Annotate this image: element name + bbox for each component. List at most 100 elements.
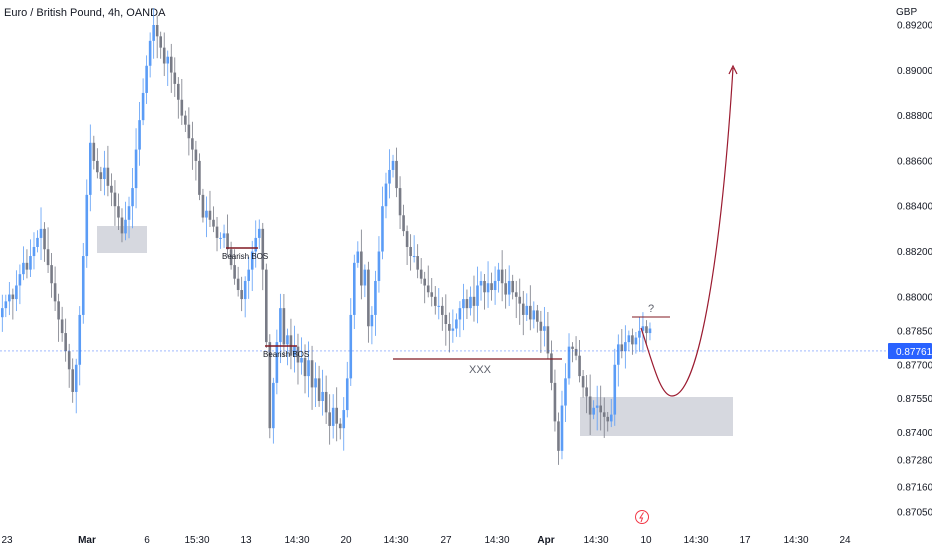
candle-body <box>243 280 247 300</box>
candle <box>345 361 349 418</box>
x-tick-label: 24 <box>839 535 851 546</box>
candle-body <box>300 357 303 363</box>
candle-body <box>254 237 258 252</box>
y-tick-label: 0.89200 <box>897 21 932 32</box>
y-tick-label: 0.88600 <box>897 156 932 167</box>
candle-body <box>148 40 152 66</box>
candle-body <box>539 321 543 331</box>
candle <box>507 265 511 307</box>
candle-body <box>617 344 620 365</box>
candle-body <box>430 292 434 297</box>
candle-body <box>416 256 419 270</box>
candle <box>356 241 360 268</box>
candle <box>92 135 96 170</box>
candle-body <box>103 167 106 180</box>
x-tick-label: 14:30 <box>284 535 309 546</box>
candle <box>634 332 638 354</box>
y-tick-label: 0.87550 <box>897 394 932 405</box>
x-tick-label: 17 <box>739 535 751 546</box>
candle-body <box>205 210 208 218</box>
candle <box>113 180 117 226</box>
candle <box>381 186 384 260</box>
chart-title: Euro / British Pound, 4h, OANDA <box>4 7 166 19</box>
candle-body <box>286 335 289 345</box>
candle-body <box>8 294 11 302</box>
x-tick-label: 6 <box>144 535 150 546</box>
candle <box>243 276 247 318</box>
candle-body <box>331 407 335 426</box>
annotations-layer: Bearish BOS Bearish BOS XXX? <box>0 64 888 524</box>
candle <box>578 339 581 383</box>
candle <box>198 153 201 201</box>
candle-body <box>131 188 134 207</box>
price-axis[interactable]: GBP 0.89200 0.89000 0.88800 0.88600 0.88400 0… <box>888 7 932 519</box>
candle-body <box>546 326 550 354</box>
candle-body <box>620 344 624 352</box>
candle-body <box>43 228 46 250</box>
candle-body <box>113 192 117 207</box>
candle <box>532 301 536 329</box>
candle-body <box>578 355 581 377</box>
candle <box>117 193 120 231</box>
candle-body <box>11 294 15 300</box>
candle <box>497 262 500 293</box>
candle <box>321 369 324 416</box>
candle <box>159 31 162 59</box>
candle <box>15 270 18 312</box>
candle <box>89 124 92 212</box>
candle-body <box>307 360 310 377</box>
candle <box>247 256 250 299</box>
candle-body <box>89 142 92 195</box>
candle-body <box>521 303 525 315</box>
event-lightning-icon <box>635 510 649 524</box>
candle-body <box>85 194 89 257</box>
candle-body <box>117 206 120 218</box>
y-tick-label: 0.89000 <box>897 66 932 77</box>
candle-body <box>479 280 483 286</box>
candle <box>272 377 275 444</box>
candle <box>201 188 205 223</box>
candle <box>145 55 148 104</box>
candle <box>465 289 469 320</box>
candle <box>543 306 546 347</box>
candle-body <box>606 416 610 422</box>
y-tick-label: 0.87850 <box>897 326 932 337</box>
candle-body <box>328 412 331 426</box>
candle <box>448 312 451 353</box>
candle <box>462 283 465 331</box>
candle <box>74 358 78 414</box>
candle <box>631 328 634 355</box>
candles-layer <box>0 8 652 465</box>
candle <box>296 333 300 385</box>
candle-body <box>134 149 138 189</box>
candle <box>451 309 455 343</box>
candle-body <box>166 56 170 64</box>
y-tick-label: 0.88000 <box>897 292 932 303</box>
candle-body <box>634 337 638 345</box>
candle-body <box>641 326 645 331</box>
candle-body <box>472 296 476 306</box>
candle-body <box>279 308 282 343</box>
candle-body <box>412 256 416 258</box>
candle <box>574 336 578 361</box>
candle-body <box>184 115 187 125</box>
candle-body <box>187 124 191 139</box>
candle <box>423 271 426 304</box>
time-axis[interactable]: 23 Mar 6 15:30 13 14:30 20 14:30 27 14:30 Apr 14:30… <box>1 535 851 546</box>
candle-body <box>282 308 286 345</box>
candle <box>208 190 212 227</box>
candle <box>257 219 261 249</box>
candle-body <box>314 378 317 388</box>
candle <box>602 397 606 438</box>
candle-body <box>138 120 141 150</box>
candle-body <box>645 326 648 334</box>
candle-body <box>127 206 131 220</box>
candle-body <box>96 160 99 173</box>
candle-body <box>514 292 518 297</box>
candle <box>479 271 483 301</box>
candle <box>60 306 64 342</box>
y-tick-label: 0.87700 <box>897 360 932 371</box>
candle <box>588 374 592 435</box>
candle <box>103 150 106 196</box>
